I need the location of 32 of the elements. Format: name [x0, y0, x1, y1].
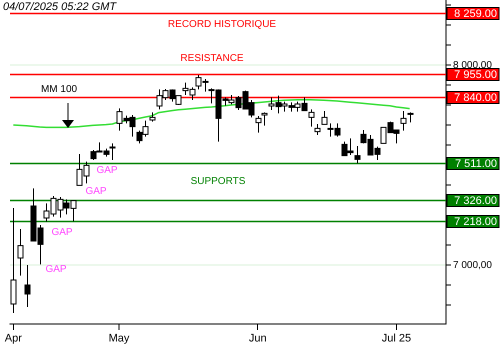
- annotation: SUPPORTS: [190, 176, 246, 187]
- candlestick: [314, 124, 320, 136]
- ref-line-label: 7 326.00: [454, 195, 497, 208]
- annotation: GAP: [85, 186, 107, 197]
- x-tick-label: Jun: [248, 332, 267, 345]
- candlestick: [322, 110, 328, 125]
- x-tick-label: Apr: [4, 332, 22, 345]
- candlestick: [18, 228, 24, 276]
- candlestick: [24, 264, 30, 308]
- candlestick: [262, 112, 268, 126]
- candlestick: [400, 110, 406, 132]
- candlestick: [354, 146, 360, 164]
- candlestick: [10, 208, 16, 314]
- annotation: RECORD HISTORIQUE: [168, 18, 276, 30]
- candlestick: [110, 142, 116, 160]
- ref-line-label: 7 511.00: [454, 158, 497, 170]
- y-tick-label: 8 000,00: [453, 60, 492, 71]
- y-tick-label: 7 000,00: [453, 260, 492, 271]
- x-tick-label: May: [108, 332, 130, 345]
- annotation: 04/07/2025 05:22 GMT: [3, 1, 118, 14]
- ref-line-label: 7 955.00: [454, 69, 497, 82]
- annotation: GAP: [51, 226, 73, 238]
- ref-line-label: 8 259.00: [454, 8, 497, 20]
- x-tick-label: Jul 25: [382, 332, 412, 345]
- ref-line-label: 7 218.00: [454, 216, 497, 228]
- annotation: MM 100: [40, 84, 78, 95]
- annotation: GAP: [96, 164, 118, 176]
- candlestick: [256, 116, 262, 134]
- ref-line-label: 7 840.00: [454, 92, 497, 104]
- annotation: GAP: [45, 264, 67, 275]
- annotation: RESISTANCE: [180, 52, 244, 64]
- candlestick: [308, 108, 314, 128]
